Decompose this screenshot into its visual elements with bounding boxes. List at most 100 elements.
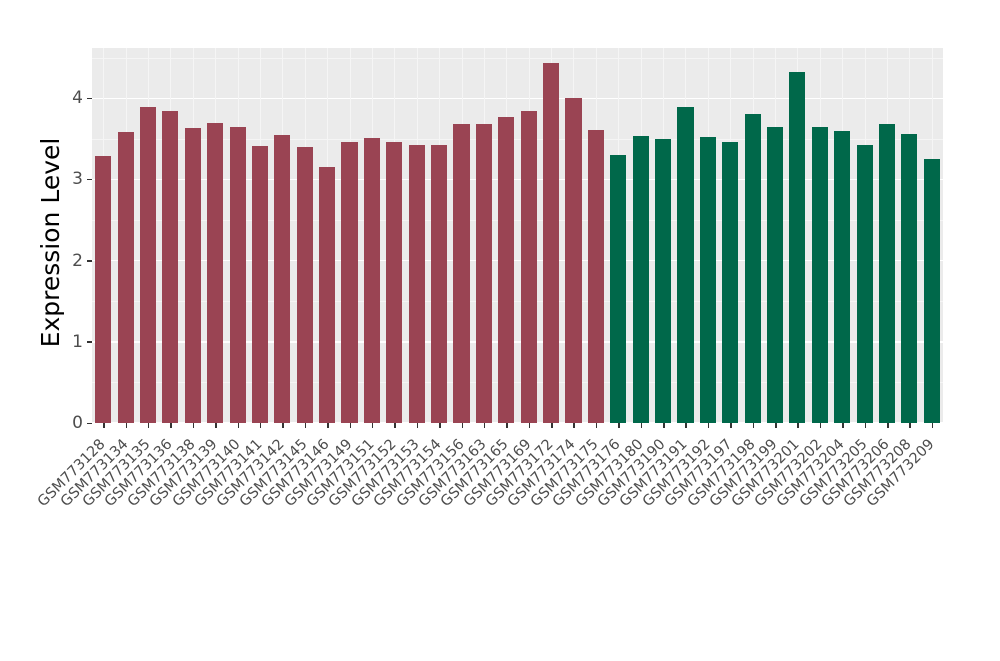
x-axis-tick-mark — [371, 423, 374, 428]
y-axis-tick-label: 0 — [72, 413, 83, 433]
x-axis-tick-mark — [528, 423, 531, 428]
gridline-minor — [92, 57, 943, 59]
bar[interactable] — [565, 97, 582, 423]
bar[interactable] — [677, 107, 694, 423]
bar[interactable] — [229, 126, 246, 423]
x-axis-tick-mark — [506, 423, 508, 428]
x-axis-tick-mark — [752, 423, 755, 428]
bar[interactable] — [296, 147, 313, 423]
x-axis-tick-mark — [192, 423, 195, 428]
gridline-major — [92, 97, 943, 100]
bar[interactable] — [274, 134, 291, 423]
bar[interactable] — [610, 155, 627, 423]
gridline-major — [92, 422, 943, 423]
bar[interactable] — [699, 137, 716, 423]
x-axis-tick-mark — [170, 423, 172, 428]
x-axis-tick-mark — [775, 423, 777, 428]
bar[interactable] — [117, 132, 134, 423]
bar[interactable] — [386, 142, 403, 423]
y-axis-tick-mark — [87, 97, 92, 100]
y-axis-tick-mark — [87, 260, 92, 262]
bar[interactable] — [632, 135, 649, 423]
y-axis-tick-mark — [87, 422, 92, 424]
y-axis-tick-label: 4 — [72, 88, 83, 109]
gridline-minor — [92, 220, 943, 222]
bar[interactable] — [520, 110, 537, 423]
bar[interactable] — [251, 146, 268, 423]
x-axis-tick-mark — [887, 423, 889, 428]
x-axis-tick-mark — [640, 423, 643, 428]
x-axis-tick-mark — [416, 423, 419, 428]
bar[interactable] — [341, 142, 358, 423]
bar[interactable] — [408, 144, 425, 423]
bar[interactable] — [811, 126, 828, 423]
gridline-major — [92, 259, 943, 262]
x-axis-tick-mark — [147, 423, 150, 428]
x-axis-tick-mark — [730, 423, 732, 428]
x-axis-tick-mark — [439, 423, 441, 428]
x-axis-tick-mark — [551, 423, 553, 428]
x-axis-tick-mark — [573, 423, 575, 428]
gridline-minor — [92, 301, 943, 303]
bar[interactable] — [856, 145, 873, 423]
bar[interactable] — [319, 167, 336, 423]
x-axis-tick-mark — [842, 423, 844, 428]
x-axis-tick-mark — [931, 423, 934, 428]
x-axis-tick-mark — [595, 423, 598, 428]
x-axis-tick-mark — [327, 423, 329, 428]
gridline-major — [92, 341, 943, 343]
bar[interactable] — [207, 122, 224, 423]
x-axis-tick-mark — [125, 423, 128, 428]
bar[interactable] — [162, 110, 179, 423]
bar[interactable] — [923, 159, 940, 423]
bar[interactable] — [901, 134, 918, 423]
y-axis-tick-label: 3 — [72, 169, 83, 190]
x-axis-tick-mark — [707, 423, 710, 428]
x-axis-tick-mark — [864, 423, 867, 428]
bar[interactable] — [475, 123, 492, 423]
x-axis-tick-mark — [483, 423, 486, 428]
bar[interactable] — [834, 130, 851, 423]
x-axis-tick-mark — [394, 423, 396, 428]
bar[interactable] — [184, 127, 201, 423]
bar[interactable] — [587, 129, 604, 423]
x-axis-tick-mark — [797, 423, 799, 428]
bar[interactable] — [95, 155, 112, 423]
bar[interactable] — [453, 124, 470, 423]
y-axis-tick-mark — [87, 341, 92, 343]
gridline-major — [92, 178, 943, 181]
x-axis-tick-mark — [618, 423, 620, 428]
bar[interactable] — [363, 138, 380, 423]
x-axis-tick-mark — [304, 423, 307, 428]
x-axis-tick-mark — [259, 423, 262, 428]
x-axis — [92, 423, 943, 429]
gridline-minor — [92, 138, 943, 140]
bar[interactable] — [744, 113, 761, 423]
bar[interactable] — [431, 144, 448, 423]
x-axis-tick-mark — [237, 423, 240, 428]
bar[interactable] — [655, 138, 672, 423]
bar[interactable] — [498, 117, 515, 423]
x-axis-tick-mark — [685, 423, 687, 428]
x-axis-tick-mark — [103, 423, 105, 428]
bar[interactable] — [789, 71, 806, 423]
y-axis-tick-label: 2 — [72, 250, 83, 271]
bar[interactable] — [139, 107, 157, 423]
x-axis-tick-mark — [461, 423, 463, 428]
bar[interactable] — [722, 142, 739, 423]
y-axis: 0 1 2 3 4 — [0, 0, 92, 580]
x-axis-tick-mark — [663, 423, 665, 428]
x-axis-tick-mark — [282, 423, 284, 428]
gridline-minor — [92, 382, 943, 384]
x-axis-tick-mark — [819, 423, 822, 428]
x-axis-tick-mark — [909, 423, 911, 428]
bar[interactable] — [878, 123, 896, 423]
y-axis-tick-label: 1 — [72, 331, 83, 352]
plot-panel — [92, 48, 943, 423]
x-axis-tick-mark — [215, 423, 217, 428]
x-axis-tick-mark — [349, 423, 352, 428]
y-axis-tick-mark — [87, 178, 92, 181]
bar[interactable] — [543, 62, 560, 423]
bar[interactable] — [766, 126, 784, 423]
